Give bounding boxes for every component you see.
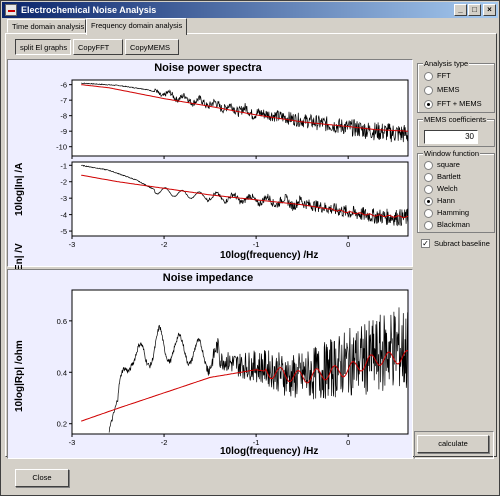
radio-blackman-label: Blackman (437, 220, 470, 229)
fft-series-line (81, 82, 409, 143)
subtab-copy-fft[interactable]: CopyFFT (73, 39, 123, 55)
y-tick-label: -4 (60, 211, 67, 220)
maximize-button[interactable]: □ (468, 4, 481, 16)
y-tick-label: -2 (60, 178, 67, 187)
subtract-baseline-label: Subract baseline (434, 239, 490, 248)
impedance-title: Noise impedance (162, 272, 254, 284)
radio-fft[interactable]: FFT (424, 71, 451, 81)
radio-dot (424, 86, 433, 95)
radio-welch-label: Welch (437, 184, 458, 193)
spectra-plot-panel: Noise power spectra 10log|In| /A 10log|E… (7, 59, 413, 300)
radio-mems[interactable]: MEMS (424, 85, 460, 95)
tab-time-domain[interactable]: Time domain analysis (7, 19, 86, 33)
subtract-baseline-checkbox[interactable]: ✓ Subract baseline (421, 239, 490, 249)
plot-area-1 (71, 79, 409, 157)
radio-dot (424, 221, 433, 230)
fft-series-line (108, 307, 409, 433)
y-tick-label: 0.2 (57, 420, 67, 429)
mems-coefficients-group: MEMS coefficients 30 (417, 115, 495, 147)
y-tick-label: -1 (60, 161, 67, 170)
tab-frequency-domain[interactable]: Frequency domain analysis (86, 18, 187, 35)
spectra-chart: -6-7-8-9-10-3 -2 -1 0-1-2-3-4-5 (56, 79, 409, 249)
impedance-plot-panel: Noise impedance 10log|Rp| /ohm 10log(fre… (7, 269, 413, 459)
y-tick-label: 0.4 (57, 368, 67, 377)
x-tick-label: 0 (346, 240, 350, 249)
radio-hann-label: Hann (437, 196, 455, 205)
analysis-type-title: Analysis type (423, 59, 470, 68)
check-icon: ✓ (421, 239, 430, 248)
x-tick-label: -2 (161, 438, 168, 447)
spectra-xlabel: 10log(frequency) /Hz (220, 250, 319, 261)
radio-dot (424, 72, 433, 81)
x-tick-label: 0 (346, 438, 350, 447)
x-tick-label: -1 (253, 240, 260, 249)
radio-fft-label: FFT (437, 71, 451, 80)
mems-series-line (81, 350, 409, 422)
mems-series-line (81, 174, 409, 219)
y-tick-label: -9 (60, 127, 67, 136)
minimize-button[interactable]: _ (454, 4, 467, 16)
impedance-xlabel: 10log(frequency) /Hz (220, 446, 319, 457)
spectra-title: Noise power spectra (154, 62, 262, 74)
radio-hamming[interactable]: Hamming (424, 208, 469, 218)
radio-hamming-label: Hamming (437, 208, 470, 217)
window-function-title: Window function (423, 149, 481, 158)
subtab-split-el-graphs[interactable]: split El graphs (15, 39, 71, 55)
radio-dot (424, 173, 433, 182)
plot-area-2 (71, 161, 409, 237)
y-tick-label: 0.6 (57, 317, 67, 326)
window-function-group: Window function square Bartlett Welch Ha… (417, 149, 495, 233)
app-icon (5, 4, 17, 16)
radio-blackman[interactable]: Blackman (424, 220, 470, 230)
x-tick-label: -3 (69, 240, 76, 249)
radio-dot (424, 161, 433, 170)
radio-square-label: square (437, 160, 460, 169)
calculate-frame (414, 431, 494, 459)
y-tick-label: -8 (60, 112, 67, 121)
y-tick-label: -3 (60, 194, 67, 203)
calculate-button[interactable]: calculate (417, 435, 489, 453)
radio-bartlett[interactable]: Bartlett (424, 172, 461, 182)
y-tick-label: -5 (60, 227, 67, 236)
mems-coefficients-input[interactable]: 30 (424, 130, 478, 144)
radio-welch[interactable]: Welch (424, 184, 458, 194)
radio-fft-mems-label: FFT + MEMS (437, 99, 482, 108)
x-tick-label: -1 (253, 438, 260, 447)
close-button[interactable]: Close (15, 469, 69, 487)
y-tick-label: -7 (60, 96, 67, 105)
x-tick-label: -2 (161, 240, 168, 249)
radio-dot (424, 185, 433, 194)
radio-dot (424, 209, 433, 218)
y-tick-label: -6 (60, 81, 67, 90)
radio-square[interactable]: square (424, 160, 460, 170)
radio-bartlett-label: Bartlett (437, 172, 461, 181)
mems-series-line (81, 84, 409, 132)
radio-hann[interactable]: Hann (424, 196, 455, 206)
radio-fft-mems[interactable]: FFT + MEMS (424, 99, 482, 109)
x-tick-label: -3 (69, 438, 76, 447)
close-window-button[interactable]: × (483, 4, 496, 16)
subtab-copy-mems[interactable]: CopyMEMS (125, 39, 179, 55)
analysis-type-group: Analysis type FFT MEMS FFT + MEMS (417, 59, 495, 113)
impedance-chart: -3 -2 -1 0 0.2 0.4 0.6 (57, 289, 409, 447)
radio-dot-selected (424, 197, 433, 206)
mems-coefficients-title: MEMS coefficients (423, 115, 487, 124)
title-bar[interactable]: Electrochemical Noise Analysis _ □ × (2, 2, 498, 18)
radio-dot-selected (424, 100, 433, 109)
y-tick-label: -10 (56, 143, 67, 152)
window-title: Electrochemical Noise Analysis (21, 5, 157, 15)
radio-mems-label: MEMS (437, 85, 460, 94)
